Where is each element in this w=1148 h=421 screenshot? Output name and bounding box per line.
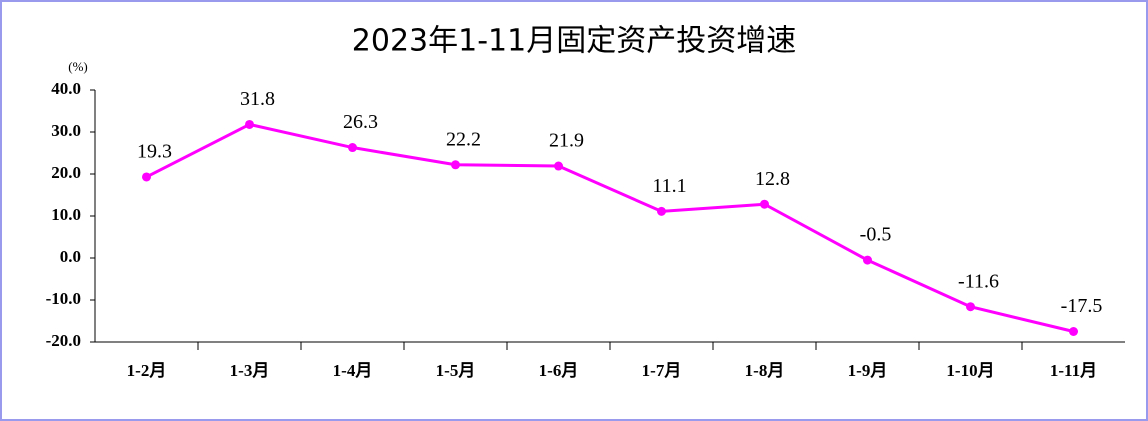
y-tick-label: -10.0 [46, 289, 81, 308]
point [657, 206, 666, 216]
x-tick-label: 1-4月 [333, 361, 373, 380]
unit-label: (%) [68, 59, 88, 74]
y-tick-label: -20.0 [46, 331, 81, 350]
point [863, 255, 872, 265]
data-label: 12.8 [755, 168, 790, 190]
y-tick-label: 0.0 [60, 247, 81, 266]
x-tick-label: 1-11月 [1050, 361, 1097, 380]
x-tick-label: 1-2月 [127, 361, 167, 380]
data-label: 21.9 [549, 130, 584, 152]
data-label: -0.5 [860, 224, 892, 246]
data-label: 19.3 [137, 141, 172, 163]
line [145, 122, 1074, 333]
data-label: -11.6 [958, 270, 999, 292]
y-tick-label: 40.0 [51, 79, 81, 98]
chart-title: 2023年1-11月固定资产投资增速 [352, 24, 796, 59]
x-tick-label: 1-10月 [946, 361, 994, 380]
x-tick-label: 1-6月 [539, 361, 579, 380]
point [554, 161, 563, 171]
data-label: 26.3 [343, 111, 378, 133]
data-label: 31.8 [240, 88, 275, 110]
x-tick-label: 1-3月 [230, 361, 270, 380]
point [348, 143, 357, 153]
y-tick-label: 20.0 [51, 163, 81, 182]
y-tick-label: 10.0 [51, 205, 81, 224]
point [1069, 327, 1078, 336]
point [142, 172, 151, 182]
data-label: 22.2 [446, 128, 481, 150]
data-label: -17.5 [1061, 295, 1103, 317]
x-tick-label: 1-9月 [848, 361, 888, 380]
point [966, 302, 975, 312]
x-tick-label: 1-7月 [642, 361, 682, 380]
data-label: 11.1 [652, 175, 686, 197]
x-tick-label: 1-8月 [745, 361, 785, 380]
point [245, 119, 254, 129]
point [760, 199, 769, 209]
x-tick-label: 1-5月 [436, 361, 476, 380]
y-tick-label: 30.0 [51, 121, 81, 140]
point [451, 160, 460, 170]
